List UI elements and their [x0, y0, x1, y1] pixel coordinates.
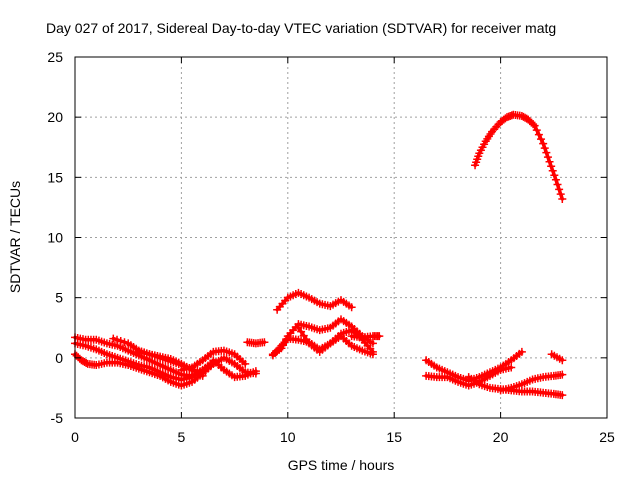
series-track-13 — [347, 332, 384, 342]
y-tick-label: 25 — [47, 49, 63, 65]
data-point — [116, 336, 125, 345]
data-point — [548, 166, 557, 175]
data-point — [532, 126, 541, 135]
data-point — [558, 194, 567, 203]
series-track-6 — [177, 346, 250, 374]
data-point — [282, 336, 291, 345]
data-point — [120, 338, 129, 347]
data-point — [543, 153, 552, 162]
series-track-9 — [273, 288, 356, 314]
series-track-18 — [547, 350, 567, 365]
data-point — [260, 338, 269, 347]
data-point — [375, 332, 384, 341]
data-point — [547, 162, 556, 171]
y-tick-label: 5 — [55, 290, 63, 306]
series-track-3 — [71, 350, 218, 390]
data-point — [555, 185, 564, 194]
chart-title: Day 027 of 2017, Sidereal Day-to-day VTE… — [46, 20, 556, 36]
x-tick-label: 15 — [386, 429, 402, 445]
y-tick-label: 20 — [47, 109, 63, 125]
axis-ticks: 0 5 10 15 20 25 -5 0 5 10 15 20 25 — [47, 49, 615, 445]
x-tick-label: 25 — [599, 429, 615, 445]
data-series — [71, 110, 567, 400]
data-point — [251, 367, 260, 376]
series-track-19 — [471, 110, 567, 203]
data-point — [537, 135, 546, 144]
data-point — [558, 356, 567, 365]
data-point — [109, 334, 118, 343]
data-point — [553, 180, 562, 189]
x-tick-label: 0 — [71, 429, 79, 445]
data-point — [556, 190, 565, 199]
series-track-17 — [496, 370, 567, 395]
y-tick-label: 15 — [47, 169, 63, 185]
data-point — [550, 171, 559, 180]
data-point — [534, 130, 543, 139]
x-tick-label: 20 — [493, 429, 509, 445]
y-tick-label: 0 — [55, 350, 63, 366]
data-point — [517, 347, 526, 356]
data-point — [558, 391, 567, 400]
y-axis-label: SDTVAR / TECUs — [7, 181, 23, 293]
data-point — [542, 148, 551, 157]
data-point — [507, 363, 516, 372]
series-track-7 — [209, 356, 260, 382]
x-tick-label: 10 — [280, 429, 296, 445]
data-point — [540, 144, 549, 153]
data-point — [545, 157, 554, 166]
series-track-15 — [422, 347, 526, 385]
x-axis-label: GPS time / hours — [288, 457, 395, 473]
data-point — [241, 359, 250, 368]
data-point — [113, 335, 122, 344]
data-point — [368, 347, 377, 356]
data-point — [368, 339, 377, 348]
data-point — [530, 121, 539, 130]
x-tick-label: 5 — [178, 429, 186, 445]
data-point — [558, 370, 567, 379]
data-point — [551, 175, 560, 184]
data-point — [539, 139, 548, 148]
y-tick-label: -5 — [51, 410, 64, 426]
data-point — [347, 303, 356, 312]
data-point — [82, 358, 91, 367]
series-track-8 — [243, 338, 269, 348]
y-tick-label: 10 — [47, 230, 63, 246]
data-point — [529, 120, 538, 129]
